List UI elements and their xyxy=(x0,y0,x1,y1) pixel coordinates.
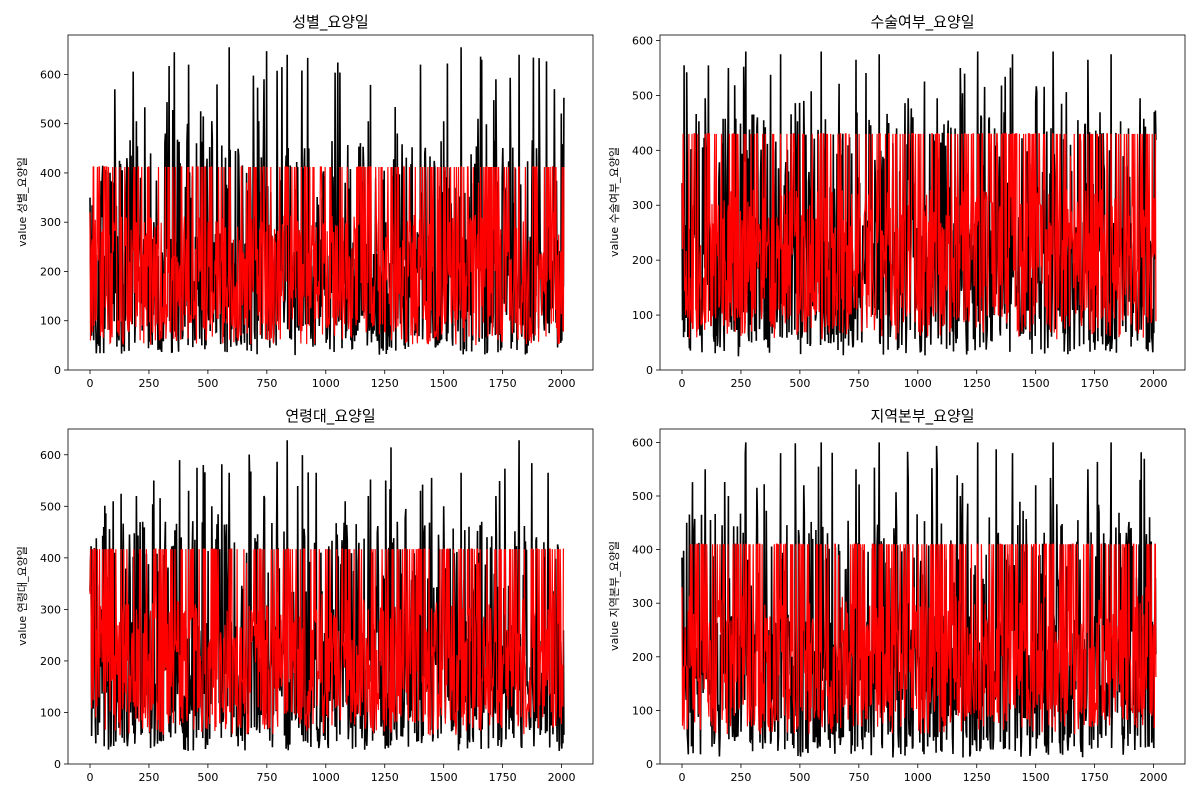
y-tick-label: 0 xyxy=(54,364,61,377)
y-tick-label: 0 xyxy=(54,758,61,771)
subplot-title: 수술여부_요양일 xyxy=(870,13,974,32)
x-tick-label: 0 xyxy=(679,771,686,784)
series-red-line xyxy=(681,133,1157,340)
y-tick-label: 0 xyxy=(646,758,653,771)
subplot-title: 지역본부_요양일 xyxy=(870,407,974,426)
y-tick-label: 0 xyxy=(646,364,653,377)
subplot-0: 성별_요양일 value 성별_요양일 0 250 500 750 1000 1250 15… xyxy=(15,13,594,390)
axes-frame xyxy=(659,428,1186,765)
y-tick-label: 500 xyxy=(40,118,61,131)
y-tick-label: 400 xyxy=(40,552,61,565)
y-tick-label: 100 xyxy=(40,315,61,328)
y-tick-label: 200 xyxy=(40,265,61,278)
x-tick-label: 250 xyxy=(730,771,751,784)
subplot-3: 지역본부_요양일 value 지역본부_요양일 0 250 500 750 1000 12… xyxy=(607,407,1186,784)
plot-layer xyxy=(89,440,565,751)
x-tick-label: 1250 xyxy=(963,377,991,390)
x-ticks: 0 250 500 750 1000 1250 1500 1750 2000 xyxy=(679,764,1168,784)
x-tick-label: 0 xyxy=(679,377,686,390)
y-tick-label: 100 xyxy=(632,704,653,717)
y-tick-label: 300 xyxy=(632,199,653,212)
y-tick-label: 200 xyxy=(40,655,61,668)
series-red-line xyxy=(89,166,565,346)
x-tick-label: 1500 xyxy=(1022,377,1050,390)
x-tick-label: 1500 xyxy=(430,377,458,390)
x-tick-label: 1750 xyxy=(489,771,517,784)
y-ticks: 0 100 200 300 400 500 600 xyxy=(632,34,660,377)
y-tick-label: 600 xyxy=(632,34,653,47)
x-tick-label: 2000 xyxy=(1140,771,1168,784)
y-tick-label: 600 xyxy=(40,449,61,462)
x-tick-label: 750 xyxy=(848,771,869,784)
x-tick-label: 2000 xyxy=(548,771,576,784)
x-ticks: 0 250 500 750 1000 1250 1500 1750 2000 xyxy=(87,370,576,390)
subplot-2: 연령대_요양일 value 연령대_요양일 0 250 500 750 1000 1250… xyxy=(15,407,594,784)
y-axis-label: value 연령대_요양일 xyxy=(15,546,29,646)
x-tick-label: 250 xyxy=(730,377,751,390)
x-tick-label: 0 xyxy=(87,771,94,784)
series-red-line xyxy=(89,548,564,736)
x-tick-label: 1000 xyxy=(904,377,932,390)
plot-layer xyxy=(89,47,565,356)
y-tick-label: 400 xyxy=(632,544,653,557)
x-tick-label: 1500 xyxy=(1022,771,1050,784)
x-tick-label: 1000 xyxy=(312,377,340,390)
y-tick-label: 300 xyxy=(632,597,653,610)
plot-layer xyxy=(681,51,1157,357)
y-tick-label: 400 xyxy=(40,167,61,180)
x-tick-label: 1250 xyxy=(371,771,399,784)
x-tick-label: 2000 xyxy=(548,377,576,390)
x-tick-label: 1000 xyxy=(904,771,932,784)
x-tick-label: 250 xyxy=(138,771,159,784)
y-tick-label: 100 xyxy=(40,706,61,719)
x-tick-label: 500 xyxy=(197,377,218,390)
x-tick-label: 1000 xyxy=(312,771,340,784)
x-tick-label: 0 xyxy=(87,377,94,390)
y-tick-label: 100 xyxy=(632,309,653,322)
y-tick-label: 600 xyxy=(632,436,653,449)
y-tick-label: 200 xyxy=(632,254,653,267)
y-ticks: 0 100 200 300 400 500 600 xyxy=(632,436,660,771)
x-tick-label: 250 xyxy=(138,377,159,390)
y-axis-label: value 성별_요양일 xyxy=(15,157,29,247)
plot-layer xyxy=(681,442,1157,758)
y-tick-label: 200 xyxy=(632,651,653,664)
x-tick-label: 750 xyxy=(848,377,869,390)
y-tick-label: 500 xyxy=(40,500,61,513)
subplot-title: 연령대_요양일 xyxy=(285,407,375,426)
axes-frame xyxy=(67,428,594,765)
axes-frame xyxy=(67,34,594,371)
y-ticks: 0 100 200 300 400 500 600 xyxy=(40,68,68,377)
y-tick-label: 300 xyxy=(40,603,61,616)
y-axis-label: value 수술여부_요양일 xyxy=(607,147,621,257)
y-tick-label: 500 xyxy=(632,490,653,503)
x-tick-label: 1250 xyxy=(963,771,991,784)
x-tick-label: 2000 xyxy=(1140,377,1168,390)
series-red-line xyxy=(681,543,1157,735)
y-tick-label: 400 xyxy=(632,144,653,157)
x-tick-label: 500 xyxy=(789,377,810,390)
x-tick-label: 1250 xyxy=(371,377,399,390)
x-tick-label: 500 xyxy=(197,771,218,784)
axes-frame xyxy=(659,34,1186,371)
x-ticks: 0 250 500 750 1000 1250 1500 1750 2000 xyxy=(87,764,576,784)
subplot-title: 성별_요양일 xyxy=(292,13,369,32)
subplot-1: 수술여부_요양일 value 수술여부_요양일 0 250 500 750 1000 12… xyxy=(607,13,1186,390)
x-tick-label: 1750 xyxy=(1081,377,1109,390)
y-tick-label: 300 xyxy=(40,216,61,229)
y-ticks: 0 100 200 300 400 500 600 xyxy=(40,449,68,771)
y-tick-label: 600 xyxy=(40,68,61,81)
x-ticks: 0 250 500 750 1000 1250 1500 1750 2000 xyxy=(679,370,1168,390)
x-tick-label: 500 xyxy=(789,771,810,784)
x-tick-label: 750 xyxy=(256,377,277,390)
y-tick-label: 500 xyxy=(632,89,653,102)
y-axis-label: value 지역본부_요양일 xyxy=(607,541,621,651)
x-tick-label: 750 xyxy=(256,771,277,784)
x-tick-label: 1500 xyxy=(430,771,458,784)
x-tick-label: 1750 xyxy=(1081,771,1109,784)
x-tick-label: 1750 xyxy=(489,377,517,390)
